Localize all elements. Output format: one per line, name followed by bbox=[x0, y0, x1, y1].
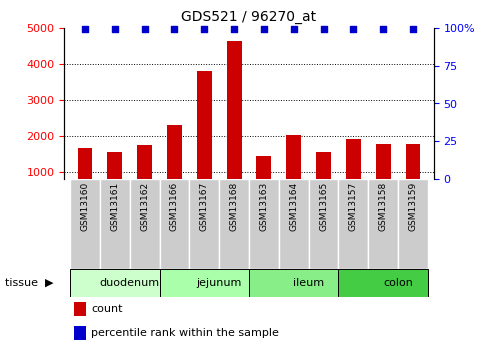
Bar bbox=[338, 269, 428, 297]
Point bbox=[81, 26, 89, 32]
Text: jejunum: jejunum bbox=[196, 278, 242, 288]
Point bbox=[141, 26, 148, 32]
Text: GSM13165: GSM13165 bbox=[319, 182, 328, 231]
Bar bbox=[197, 71, 211, 208]
Bar bbox=[249, 179, 279, 269]
Text: colon: colon bbox=[383, 278, 413, 288]
Bar bbox=[316, 151, 331, 208]
Text: GSM13162: GSM13162 bbox=[140, 182, 149, 231]
Point bbox=[319, 26, 327, 32]
Bar bbox=[130, 179, 160, 269]
Bar bbox=[137, 146, 152, 208]
Text: tissue  ▶: tissue ▶ bbox=[5, 278, 53, 288]
Bar bbox=[100, 179, 130, 269]
Bar bbox=[338, 179, 368, 269]
Title: GDS521 / 96270_at: GDS521 / 96270_at bbox=[181, 10, 317, 24]
Text: GSM13167: GSM13167 bbox=[200, 182, 209, 231]
Bar bbox=[160, 269, 249, 297]
Point bbox=[111, 26, 119, 32]
Bar bbox=[279, 179, 309, 269]
Bar bbox=[77, 148, 92, 208]
Point bbox=[260, 26, 268, 32]
Bar bbox=[70, 269, 160, 297]
Text: GSM13157: GSM13157 bbox=[349, 182, 358, 231]
Text: count: count bbox=[91, 304, 123, 314]
Point bbox=[171, 26, 178, 32]
Bar bbox=[406, 144, 421, 208]
Point bbox=[200, 26, 208, 32]
Bar bbox=[74, 326, 86, 340]
Bar bbox=[376, 144, 390, 208]
Text: ileum: ileum bbox=[293, 278, 324, 288]
Text: GSM13159: GSM13159 bbox=[409, 182, 418, 231]
Text: GSM13164: GSM13164 bbox=[289, 182, 298, 231]
Bar bbox=[219, 179, 249, 269]
Point bbox=[379, 26, 387, 32]
Text: GSM13158: GSM13158 bbox=[379, 182, 387, 231]
Bar bbox=[249, 269, 338, 297]
Bar bbox=[167, 125, 182, 208]
Text: GSM13166: GSM13166 bbox=[170, 182, 179, 231]
Bar bbox=[189, 179, 219, 269]
Bar bbox=[74, 302, 86, 316]
Text: GSM13163: GSM13163 bbox=[259, 182, 268, 231]
Bar bbox=[346, 139, 361, 208]
Bar bbox=[107, 152, 122, 208]
Text: percentile rank within the sample: percentile rank within the sample bbox=[91, 328, 279, 338]
Bar bbox=[398, 179, 428, 269]
Point bbox=[290, 26, 298, 32]
Point bbox=[230, 26, 238, 32]
Text: GSM13161: GSM13161 bbox=[110, 182, 119, 231]
Text: duodenum: duodenum bbox=[100, 278, 160, 288]
Bar bbox=[309, 179, 338, 269]
Point bbox=[350, 26, 357, 32]
Bar bbox=[368, 179, 398, 269]
Bar bbox=[160, 179, 189, 269]
Bar bbox=[227, 41, 242, 208]
Text: GSM13168: GSM13168 bbox=[230, 182, 239, 231]
Bar bbox=[286, 135, 301, 208]
Bar bbox=[256, 156, 271, 208]
Bar bbox=[70, 179, 100, 269]
Text: GSM13160: GSM13160 bbox=[80, 182, 89, 231]
Point bbox=[409, 26, 417, 32]
